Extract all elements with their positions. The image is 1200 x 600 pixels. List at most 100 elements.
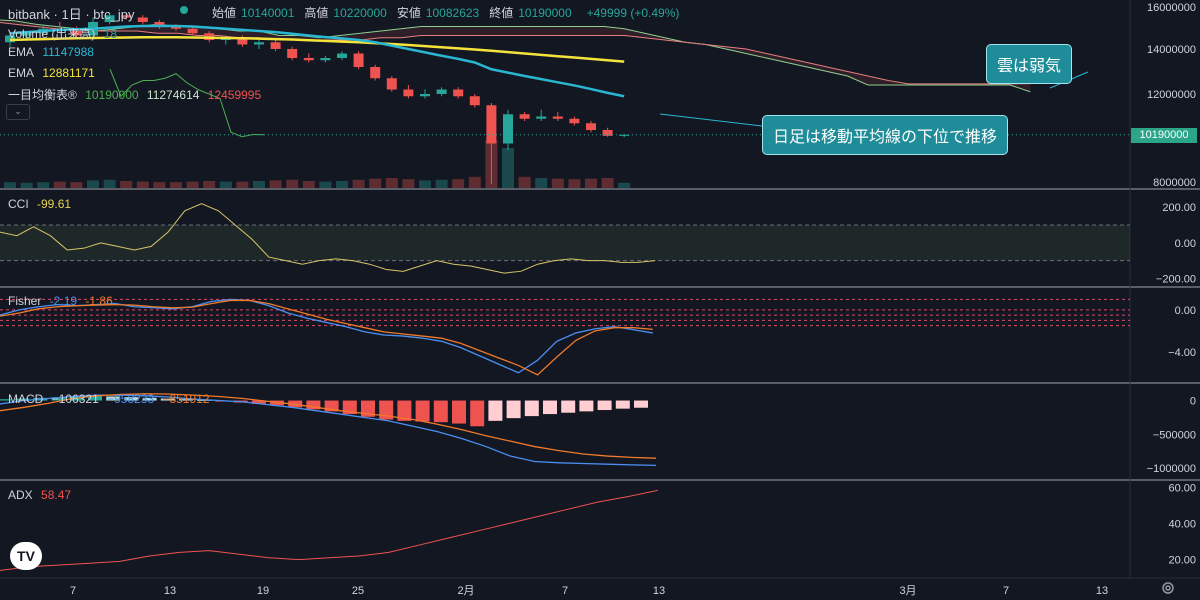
ema-short-legend-label: EMA — [8, 45, 35, 59]
volume-bar — [419, 180, 431, 188]
volume-legend-value: 18 — [103, 27, 118, 41]
candle-body — [237, 37, 248, 45]
macd-histogram-bar — [306, 400, 321, 410]
volume-bar — [219, 181, 232, 188]
macd-histogram-bar — [488, 400, 503, 421]
candle-body — [121, 15, 132, 18]
adx-axis-label: 20.00 — [1168, 555, 1196, 567]
macd-histogram-bar — [561, 400, 576, 413]
candle-body — [353, 53, 364, 67]
trend-annotation: 日足は移動平均線の下位で推移 — [762, 115, 1009, 155]
macd-histogram-bar — [415, 400, 430, 422]
adx-axis-label: 60.00 — [1168, 483, 1196, 495]
status-dot — [180, 3, 193, 17]
fisher-legend[interactable]: Fisher -2.19 -1.86 — [8, 294, 118, 308]
symbol-title[interactable]: bitbank · 1日 · btc_jpy — [8, 4, 139, 23]
fisher-legend-value-1: -2.19 — [49, 294, 78, 308]
volume-bar — [53, 181, 66, 188]
fisher-legend-value-2: -1.86 — [85, 294, 113, 308]
adx-line — [0, 489, 658, 571]
last-price-tag: 10190000 — [1131, 128, 1197, 143]
ema-long-legend-label: EMA — [8, 66, 35, 80]
cloud-fill — [0, 20, 1031, 92]
price-axis-label: 14000000 — [1147, 44, 1196, 56]
candle-body — [569, 118, 580, 124]
collapse-legend-button[interactable]: ⌄ — [6, 104, 30, 120]
fisher-axis-label: −4.00 — [1168, 347, 1196, 359]
candle-body — [320, 58, 331, 61]
macd-axis-label: 0 — [1190, 396, 1196, 408]
axes: 1600000014000000120000001000000080000002… — [70, 2, 1196, 597]
macd-histogram-bar — [397, 400, 412, 421]
ohlc-value: 10140001 — [241, 6, 295, 20]
volume-bar — [402, 179, 415, 188]
macd-legend-value-3: −851912 — [162, 392, 210, 406]
cci-legend[interactable]: CCI -99.61 — [8, 197, 76, 211]
candle-body — [503, 114, 513, 144]
macd-histogram-bar — [379, 400, 394, 420]
adx-legend[interactable]: ADX 58.47 — [8, 488, 76, 502]
macd-histogram-bar — [506, 400, 521, 419]
candle-body — [386, 78, 397, 90]
fisher-trigger-line — [0, 299, 653, 376]
trend-annotation-pointer — [659, 113, 763, 127]
ohlc-item: 終値 10190000 — [489, 6, 576, 20]
macd-histogram-bar — [470, 400, 485, 427]
volume-bar — [468, 176, 481, 188]
macd-histogram-bar — [452, 400, 466, 424]
price-axis-label: 12000000 — [1147, 89, 1196, 101]
cci-line — [0, 203, 656, 274]
macd-histogram-bar — [615, 400, 630, 409]
volume-bar — [618, 182, 631, 188]
macd-histogram-bar — [142, 397, 157, 401]
macd-axis-label: −500000 — [1153, 429, 1196, 441]
candle-body — [453, 89, 464, 97]
volume-legend[interactable]: Volume (出来高) 18 — [8, 25, 122, 42]
ichimoku-value-2: 11274614 — [146, 88, 200, 102]
candle-body — [154, 22, 165, 27]
cci-legend-value: -99.61 — [37, 197, 72, 211]
ema-short-line — [9, 24, 625, 98]
macd-histogram-bar — [524, 400, 539, 417]
volume-bar — [452, 179, 465, 188]
ohlc-item: +49999 (+0.49%) — [582, 6, 685, 20]
macd-legend-value-2: −958233 — [107, 392, 155, 406]
time-axis-label: 13 — [164, 585, 176, 597]
candle-body — [519, 114, 530, 119]
volume-bar — [585, 178, 597, 188]
macd-legend[interactable]: MACD −106321 −958233 −851912 — [8, 392, 215, 406]
cci-axis-label: −200.00 — [1156, 273, 1196, 285]
candle-body — [270, 42, 281, 49]
macd-signal-line — [0, 393, 657, 459]
ichimoku-legend[interactable]: 一目均衡表® 10190000 11274614 12459995 — [8, 86, 266, 103]
candle-body — [337, 53, 347, 58]
volume-bar — [170, 182, 182, 188]
macd-histogram-bar — [51, 397, 66, 401]
volume-bar — [269, 180, 282, 188]
ohlc-item: 始値 10140001 — [212, 6, 299, 20]
senkou-span-b — [0, 22, 1031, 85]
macd-histogram-bar — [179, 399, 193, 401]
macd-histogram-bar — [433, 400, 448, 423]
fisher-line — [0, 298, 653, 374]
macd-histogram-bar — [160, 398, 175, 401]
candle-body — [171, 26, 181, 29]
ema-long-legend[interactable]: EMA 12881171 — [8, 66, 100, 80]
tradingview-logo[interactable]: TV — [10, 542, 42, 570]
price-axis-label: 16000000 — [1147, 2, 1196, 14]
ohlc-readout: 始値 10140001 高値 10220000 安値 10082623 終値 10190000… — [212, 4, 689, 21]
ichimoku-cloud — [0, 19, 1031, 93]
macd-histogram-bar — [251, 400, 266, 404]
ema-short-legend[interactable]: EMA 11147988 — [8, 45, 99, 59]
price-axis-label: 8000000 — [1153, 177, 1196, 189]
time-axis-label: 3月 — [899, 585, 916, 597]
candle-body — [602, 130, 613, 136]
settings-gear-icon[interactable] — [1160, 580, 1176, 596]
candle-body — [303, 58, 314, 61]
volume-bar — [336, 181, 348, 188]
ema-short-legend-value: 11147988 — [42, 45, 94, 59]
volume-bars — [4, 140, 631, 188]
adx-axis-label: 40.00 — [1168, 519, 1196, 531]
volume-bar — [153, 182, 166, 188]
